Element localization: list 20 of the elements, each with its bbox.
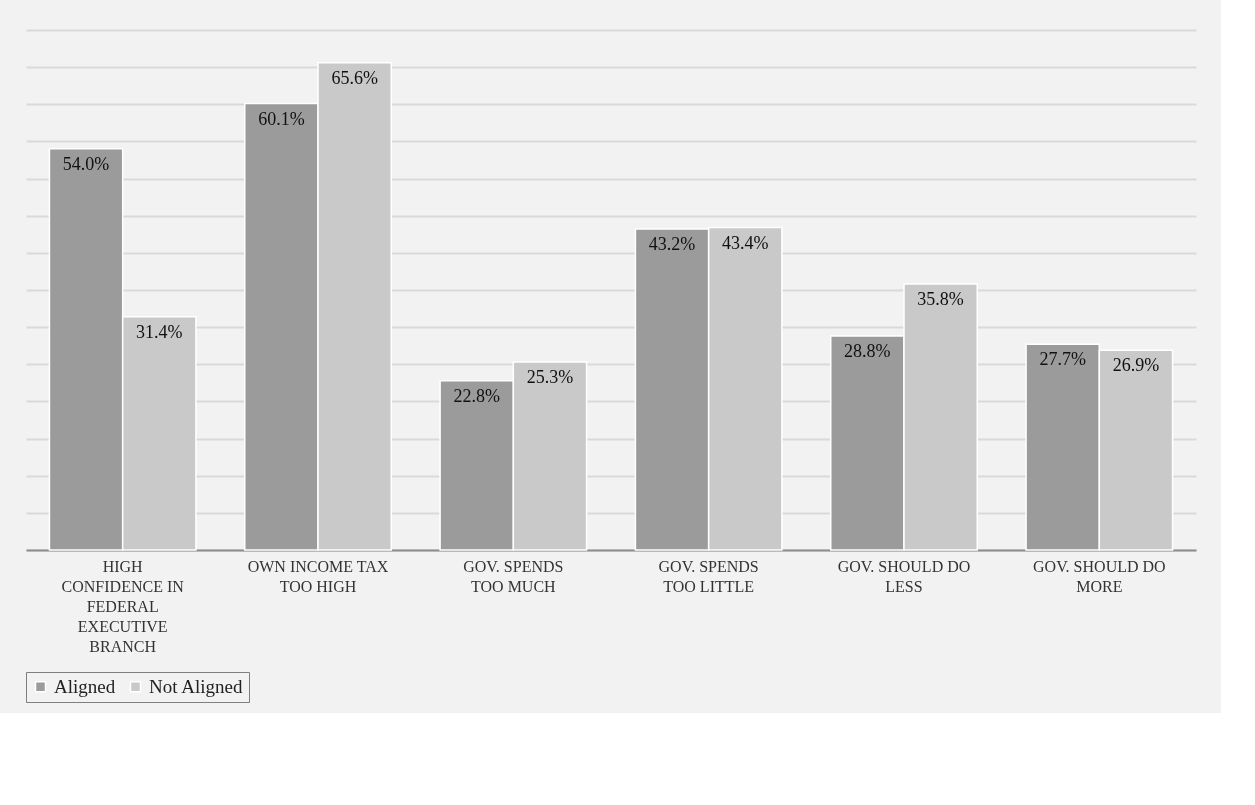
data-label: 43.2%	[648, 234, 696, 255]
x-tick-label: GOV. SPENDS TOO MUCH	[463, 557, 564, 595]
data-label: 22.8%	[453, 385, 500, 406]
data-label: 31.4%	[136, 321, 183, 342]
data-label: 35.8%	[917, 289, 964, 310]
x-tick-label: OWN INCOME TAX TOO HIGH	[247, 557, 389, 595]
data-label: 28.8%	[844, 341, 891, 362]
data-label: 26.9%	[1112, 355, 1160, 376]
data-label: 43.4%	[722, 232, 769, 253]
data-label: 60.1%	[258, 108, 305, 129]
data-label: 65.6%	[331, 67, 378, 88]
x-tick-label: GOV. SHOULD DO MORE	[1033, 557, 1166, 595]
data-label: 54.0%	[62, 153, 110, 174]
x-tick-label: HIGH CONFIDENCE IN FEDERAL EXECUTIVE BRANCH	[61, 557, 185, 655]
legend-label: Aligned	[54, 675, 116, 697]
x-tick-label: GOV. SPENDS TOO LITTLE	[658, 557, 759, 595]
x-tick-label: GOV. SHOULD DO LESS	[837, 557, 971, 595]
legend-label: Not Aligned	[149, 675, 243, 697]
data-label: 25.3%	[526, 367, 574, 388]
data-label: 27.7%	[1039, 349, 1086, 370]
